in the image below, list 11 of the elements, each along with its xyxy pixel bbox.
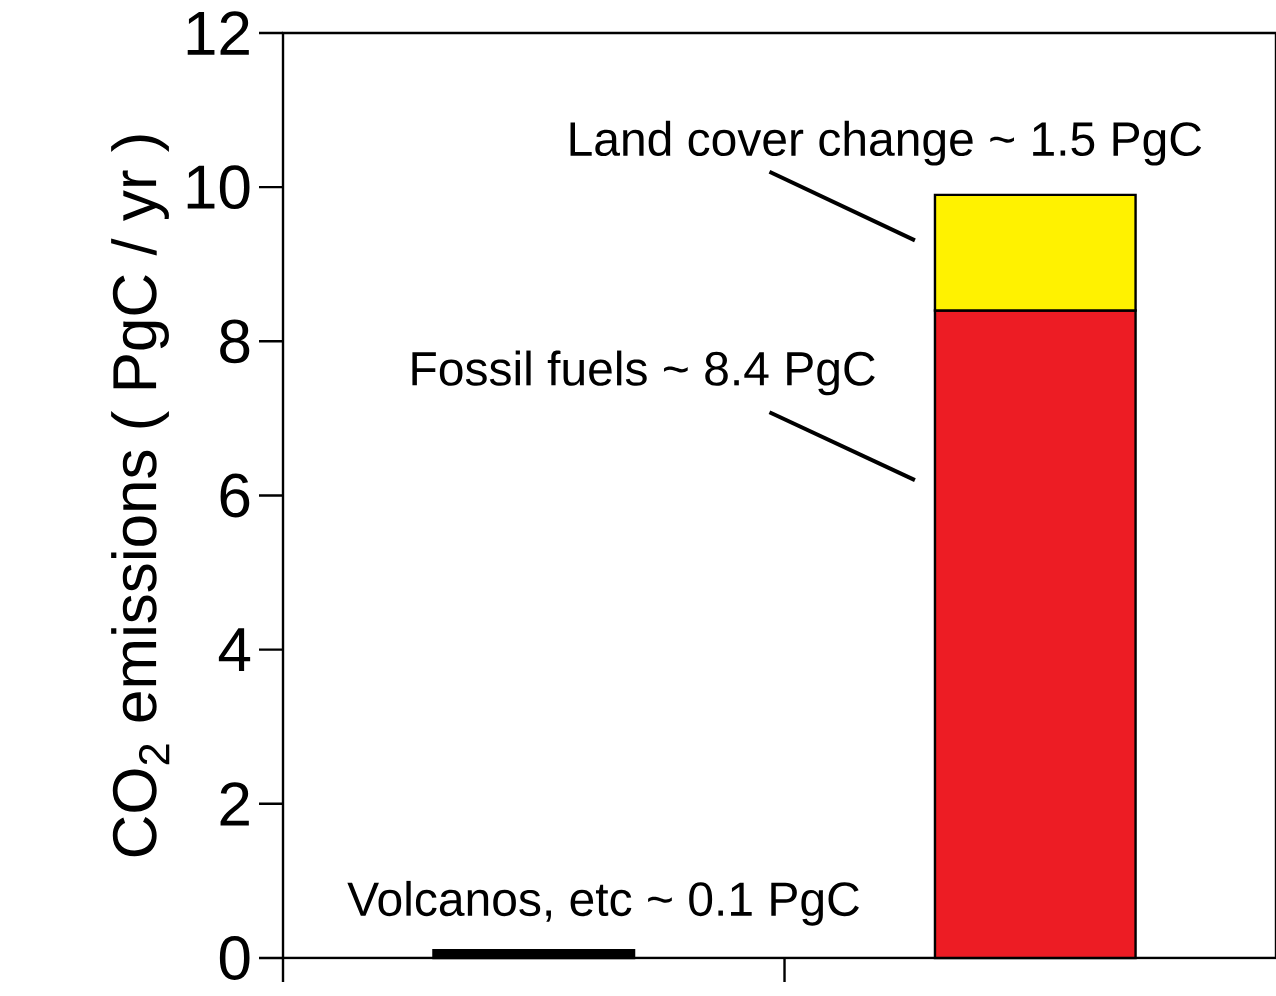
y-tick-label: 0 <box>219 936 250 980</box>
y-tick-label: 12 <box>187 11 249 55</box>
y-tick-label: 8 <box>220 319 250 364</box>
annotation: Fossil fuels ~ 8.4 PgC <box>412 350 875 396</box>
y-tick-label: 10 <box>187 165 250 210</box>
y-tick-label: 2 <box>220 782 249 826</box>
y-axis-title: CO$_{2}$ emissions ( PgC / yr ) <box>111 135 170 857</box>
annotation: Volcanos, etc ~ 0.1 PgC <box>347 880 859 926</box>
annotation: Land cover change ~ 1.5 PgC <box>570 120 1202 166</box>
y-tick-label: 6 <box>220 473 250 518</box>
y-tick-label: 4 <box>218 628 251 671</box>
